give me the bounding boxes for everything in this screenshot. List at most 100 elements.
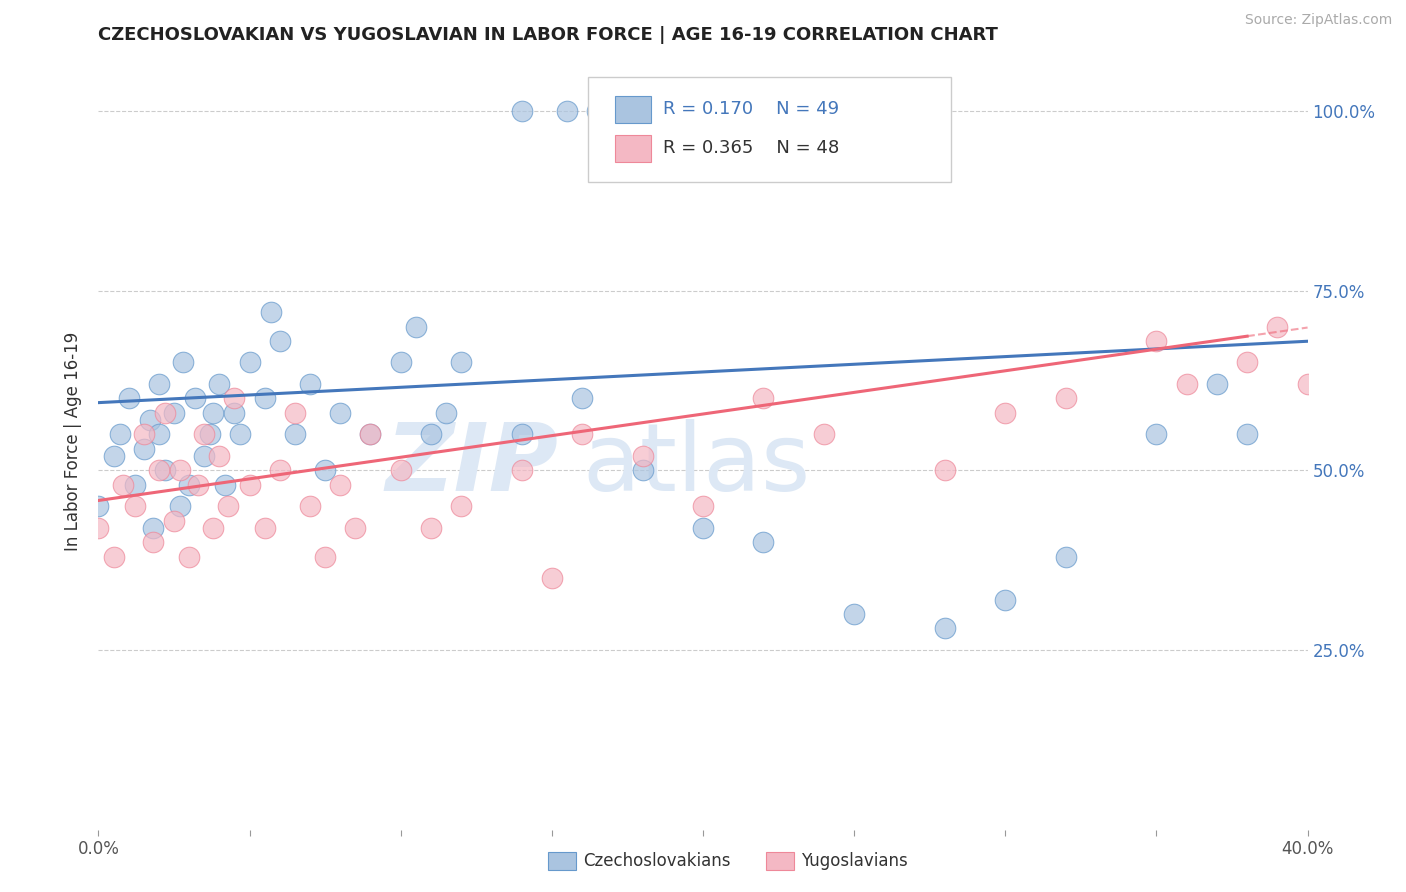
Point bbox=[1144, 427, 1167, 442]
Point bbox=[344, 521, 367, 535]
Point bbox=[269, 334, 291, 348]
Point bbox=[214, 477, 236, 491]
Text: atlas: atlas bbox=[582, 419, 810, 511]
Point bbox=[148, 427, 170, 442]
Point bbox=[124, 500, 146, 514]
Point bbox=[1236, 355, 1258, 369]
Point bbox=[87, 521, 110, 535]
Point bbox=[148, 463, 170, 477]
Point bbox=[586, 103, 609, 118]
Point bbox=[389, 355, 412, 369]
Point bbox=[108, 427, 131, 442]
Point bbox=[420, 427, 443, 442]
Point bbox=[217, 500, 239, 514]
Point bbox=[737, 103, 759, 118]
Bar bbox=[614, 135, 651, 162]
Point bbox=[723, 103, 745, 118]
Point bbox=[142, 521, 165, 535]
Point bbox=[813, 427, 835, 442]
Point bbox=[169, 463, 191, 477]
Y-axis label: In Labor Force | Age 16-19: In Labor Force | Age 16-19 bbox=[65, 332, 83, 551]
Point bbox=[329, 477, 352, 491]
Text: Yugoslavians: Yugoslavians bbox=[801, 852, 908, 870]
Point bbox=[434, 406, 457, 420]
Point bbox=[723, 103, 745, 118]
Point bbox=[163, 406, 186, 420]
Point bbox=[329, 406, 352, 420]
Point bbox=[163, 514, 186, 528]
Point bbox=[284, 406, 307, 420]
Text: CZECHOSLOVAKIAN VS YUGOSLAVIAN IN LABOR FORCE | AGE 16-19 CORRELATION CHART: CZECHOSLOVAKIAN VS YUGOSLAVIAN IN LABOR … bbox=[98, 26, 998, 44]
Point bbox=[202, 521, 225, 535]
Point bbox=[284, 427, 307, 442]
Point bbox=[602, 103, 624, 118]
Point bbox=[132, 427, 155, 442]
Point bbox=[193, 449, 215, 463]
Point bbox=[994, 592, 1017, 607]
Point bbox=[179, 477, 201, 491]
Point bbox=[202, 406, 225, 420]
Point bbox=[844, 607, 866, 621]
Point bbox=[631, 103, 654, 118]
Point bbox=[420, 521, 443, 535]
Text: R = 0.365    N = 48: R = 0.365 N = 48 bbox=[664, 139, 839, 157]
Point bbox=[692, 521, 714, 535]
Point bbox=[661, 103, 683, 118]
Point bbox=[1386, 284, 1406, 298]
Point bbox=[555, 103, 578, 118]
Point bbox=[994, 406, 1017, 420]
Text: Source: ZipAtlas.com: Source: ZipAtlas.com bbox=[1244, 13, 1392, 28]
Point bbox=[153, 406, 176, 420]
Point bbox=[934, 463, 956, 477]
Point bbox=[187, 477, 209, 491]
Point bbox=[314, 463, 336, 477]
Point bbox=[360, 427, 382, 442]
Point bbox=[1267, 319, 1289, 334]
Point bbox=[510, 463, 533, 477]
Point bbox=[1296, 377, 1319, 392]
Point bbox=[239, 355, 262, 369]
Point bbox=[616, 103, 638, 118]
Point bbox=[118, 392, 141, 406]
Point bbox=[1175, 377, 1198, 392]
Point bbox=[631, 463, 654, 477]
Point bbox=[314, 549, 336, 564]
Text: ZIP: ZIP bbox=[385, 419, 558, 511]
Point bbox=[103, 549, 125, 564]
Point bbox=[1206, 377, 1229, 392]
Point bbox=[132, 442, 155, 456]
Point bbox=[87, 500, 110, 514]
Point bbox=[450, 500, 472, 514]
Point bbox=[208, 377, 231, 392]
Text: R = 0.170    N = 49: R = 0.170 N = 49 bbox=[664, 101, 839, 119]
Point bbox=[153, 463, 176, 477]
FancyBboxPatch shape bbox=[588, 77, 950, 182]
Point bbox=[661, 103, 683, 118]
Point bbox=[139, 413, 162, 427]
Point bbox=[934, 621, 956, 635]
Point bbox=[224, 406, 246, 420]
Point bbox=[1054, 392, 1077, 406]
Point bbox=[571, 392, 593, 406]
Point bbox=[253, 521, 276, 535]
Point bbox=[179, 549, 201, 564]
Point bbox=[169, 500, 191, 514]
Point bbox=[142, 535, 165, 549]
Point bbox=[692, 500, 714, 514]
Point bbox=[1236, 427, 1258, 442]
Point bbox=[631, 449, 654, 463]
Point bbox=[540, 571, 562, 585]
Point bbox=[193, 427, 215, 442]
Point bbox=[229, 427, 252, 442]
Point bbox=[1144, 334, 1167, 348]
Point bbox=[269, 463, 291, 477]
Point bbox=[510, 427, 533, 442]
Point bbox=[389, 463, 412, 477]
Point bbox=[200, 427, 222, 442]
Text: Czechoslovakians: Czechoslovakians bbox=[583, 852, 731, 870]
Point bbox=[360, 427, 382, 442]
Point bbox=[450, 355, 472, 369]
Point bbox=[239, 477, 262, 491]
Point bbox=[184, 392, 207, 406]
Point bbox=[172, 355, 194, 369]
